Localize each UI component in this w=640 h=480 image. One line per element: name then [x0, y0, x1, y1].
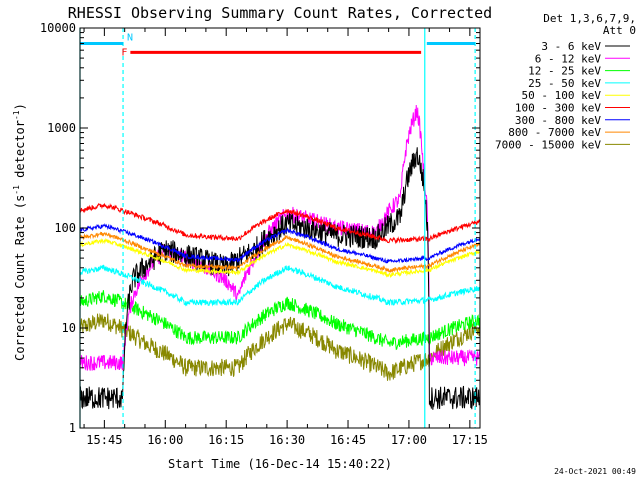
x-tick-label: 17:00: [391, 433, 427, 447]
plot-area: NF: [79, 27, 481, 429]
series-25-50-kev: [80, 264, 480, 307]
chart-title: RHESSI Observing Summary Count Rates, Co…: [68, 4, 492, 22]
y-tick-label: 10000: [40, 21, 76, 35]
series-300-800-kev: [80, 223, 480, 264]
legend-header-line: Det 1,3,6,7,9,: [543, 12, 636, 25]
series-3-6-kev: [80, 147, 480, 410]
legend-label: 50 - 100 keV: [522, 89, 602, 102]
series-800-7000-kev: [80, 231, 480, 274]
annotation-label-0: N: [127, 32, 133, 43]
legend-label: 300 - 800 keV: [515, 114, 601, 127]
series-6-12-kev: [80, 104, 480, 371]
x-tick-label: 16:30: [269, 433, 305, 447]
x-tick-label: 16:00: [147, 433, 183, 447]
legend-label: 12 - 25 keV: [528, 65, 601, 78]
series-50-100-kev: [80, 237, 480, 279]
x-axis-label: Start Time (16-Dec-14 15:40:22): [168, 457, 392, 471]
legend-label: 7000 - 15000 keV: [495, 138, 601, 151]
legend-label: 6 - 12 keV: [535, 52, 602, 65]
legend-label: 3 - 6 keV: [541, 40, 601, 53]
x-tick-label: 17:15: [452, 433, 488, 447]
y-tick-label: 100: [54, 221, 76, 235]
series-12-25-kev: [80, 290, 480, 351]
y-tick-label: 1: [69, 421, 76, 435]
y-tick-label: 10: [62, 321, 76, 335]
legend-label: 25 - 50 keV: [528, 77, 601, 90]
legend-label: 100 - 300 keV: [515, 102, 601, 115]
legend-header-line: Att 0: [603, 24, 636, 37]
footer-timestamp: 24-Oct-2021 00:49: [554, 467, 636, 476]
x-tick-label: 16:15: [208, 433, 244, 447]
x-tick-label: 16:45: [330, 433, 366, 447]
series-7000-15000-kev: [80, 313, 480, 381]
series-100-300-kev: [80, 202, 480, 245]
y-axis: 1 10 100 1000 10000: [40, 21, 480, 435]
annotation-label-2: F: [121, 47, 127, 58]
x-axis: 15:45 16:00 16:15 16:30 16:45 17:00 17:15: [83, 28, 488, 447]
plot-frame: [79, 27, 481, 429]
x-tick-label: 15:45: [86, 433, 122, 447]
y-tick-label: 1000: [47, 121, 76, 135]
legend-label: 800 - 7000 keV: [508, 126, 601, 139]
y-axis-label: Corrected Count Rate (s-1 detector-1): [12, 103, 27, 361]
